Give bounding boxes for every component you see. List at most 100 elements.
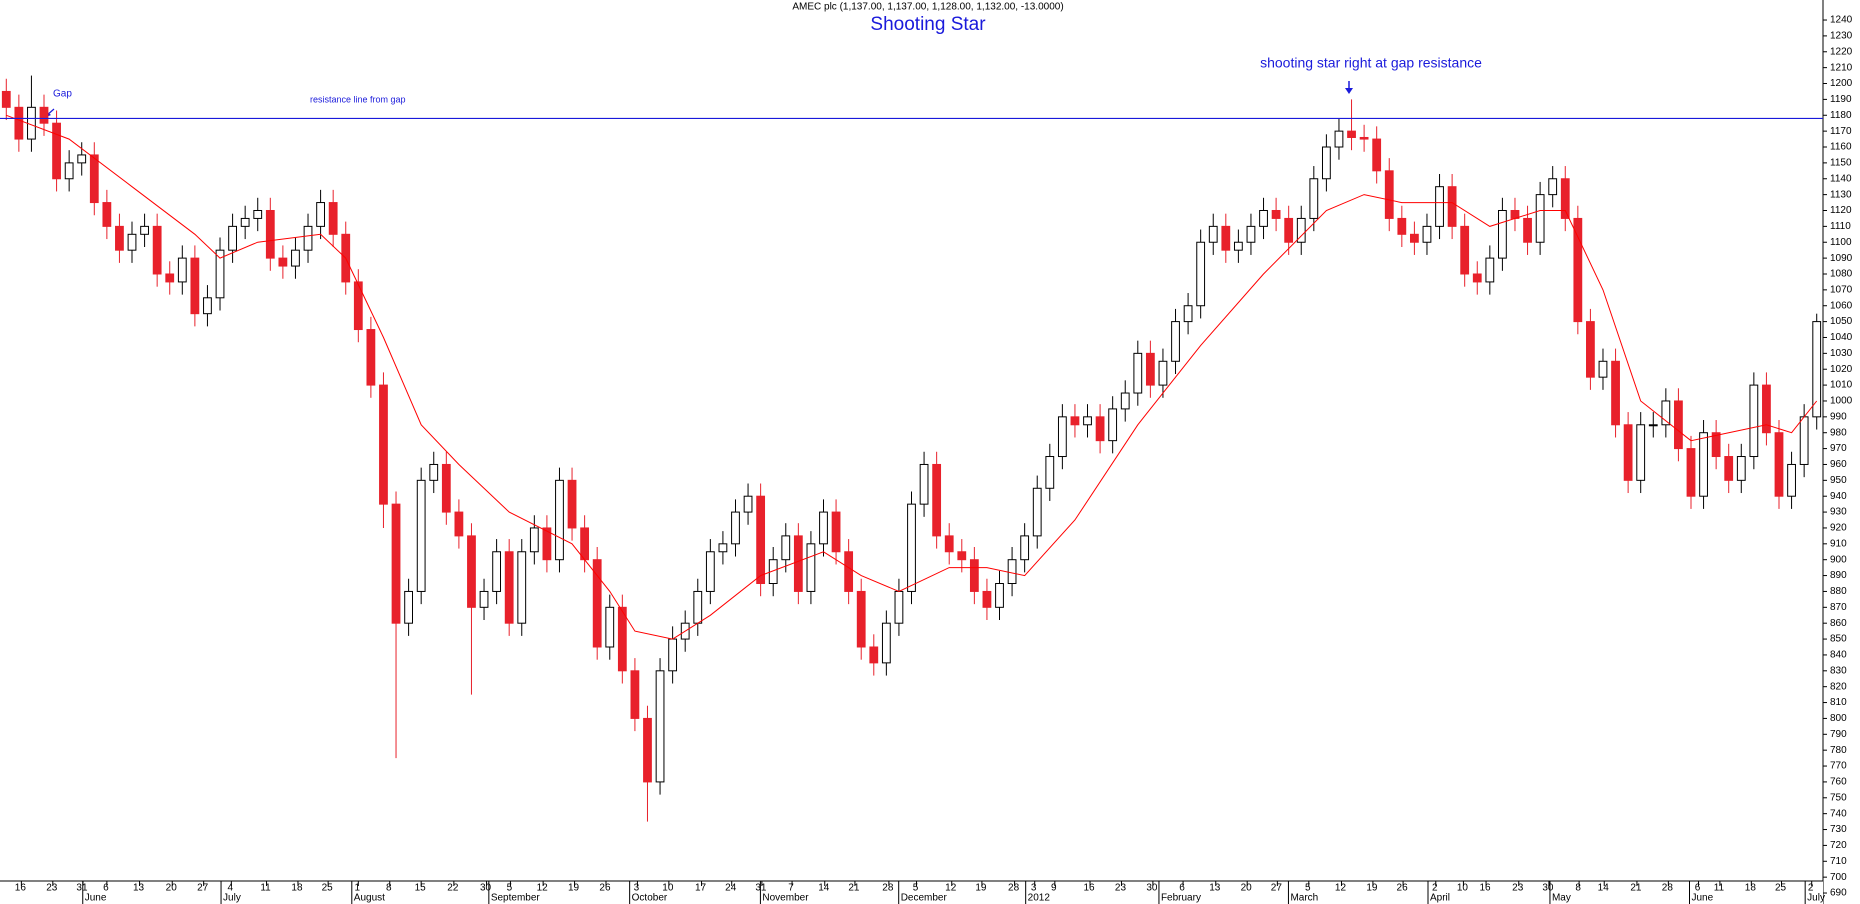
candle-body [504,551,514,624]
candle-body [366,329,376,386]
candle-body [1321,146,1331,180]
arrow-head [1345,88,1353,94]
candle-body [668,638,678,672]
y-tick-label: 1160 [1830,142,1852,153]
candle-body [881,622,891,664]
candle-body [957,551,967,561]
candle-body [1812,321,1822,418]
x-tick-label: 2 [1432,883,1438,894]
candle-body [1636,424,1646,481]
candle-body [1309,178,1319,219]
x-tick-label: 30 [1146,883,1158,894]
x-tick-label: 25 [1775,883,1787,894]
candle-body [1221,225,1231,251]
y-tick-label: 1240 [1830,15,1853,26]
candle-body [1284,217,1294,243]
candle-body [1108,408,1118,442]
y-tick-label: 810 [1830,697,1847,708]
candle-body [693,590,703,624]
y-tick-label: 1130 [1830,189,1852,200]
x-tick-label: 26 [599,883,611,894]
candle-body [1271,209,1281,219]
candle-body [416,479,426,592]
month-label: February [1161,893,1201,904]
x-tick-label: 16 [1479,883,1491,894]
candle-body [705,551,715,592]
month-label: August [354,893,385,904]
y-tick-label: 910 [1830,538,1847,549]
candle-body [1133,352,1143,394]
y-tick-label: 1060 [1830,300,1853,311]
x-tick-label: 21 [848,883,860,894]
candle-body [177,257,187,283]
month-label: November [762,893,809,904]
annotation-arrows [44,81,1353,118]
x-tick-label: 23 [46,883,58,894]
candle-body [1498,209,1507,259]
candle-body [1674,400,1683,450]
x-tick-label: 13 [133,883,145,894]
x-tick-label: 18 [291,883,303,894]
candle-body [856,590,866,648]
candle-body [1686,448,1696,497]
candle-body [1762,384,1771,434]
candle-body [140,225,149,235]
x-tick-label: 23 [1512,883,1524,894]
candle-body [316,202,325,227]
x-tick-label: 8 [386,883,392,894]
candle-body [391,503,401,624]
y-tick-label: 1100 [1830,237,1852,248]
y-tick-label: 720 [1830,840,1847,851]
y-tick-label: 940 [1830,491,1847,502]
x-tick-label: 11 [260,883,271,894]
y-tick-label: 780 [1830,745,1847,756]
y-tick-label: 820 [1830,681,1847,692]
y-tick-label: 960 [1830,459,1847,470]
x-tick-label: 25 [322,883,334,894]
y-tick-label: 840 [1830,650,1847,661]
candle-body [39,106,49,124]
y-tick-label: 710 [1830,856,1847,867]
y-tick-label: 790 [1830,729,1847,740]
y-tick-label: 860 [1830,618,1847,629]
candle-body [1447,186,1457,227]
candle-body [102,202,112,227]
candle-body [806,543,816,592]
y-tick-label: 1050 [1830,316,1853,327]
candle-body [643,717,652,783]
candle-body [1171,321,1180,362]
candle-body [1736,456,1746,481]
month-label: March [1290,893,1318,904]
candle-body [756,495,766,585]
candle-body [831,511,841,553]
y-tick-label: 870 [1830,602,1847,613]
y-tick-label: 1150 [1830,158,1852,169]
y-tick-label: 880 [1830,586,1847,597]
x-tick-label: 3 [1031,883,1037,894]
x-tick-label: 30 [1542,883,1554,894]
y-tick-label: 1110 [1830,221,1851,232]
candle-body [655,670,665,783]
x-tick-label: 14 [1598,883,1610,894]
x-tick-label: 24 [725,883,737,894]
y-tick-label: 990 [1830,411,1847,422]
x-tick-label: 6 [1695,883,1701,894]
x-tick-label: 19 [568,883,580,894]
x-tick-label: 1 [355,883,361,894]
x-tick-label: 3 [634,883,640,894]
candle-body [1347,130,1356,138]
x-tick-label: 5 [1305,883,1311,894]
candle-body [1774,432,1784,497]
candle-body [27,106,36,140]
candle-body [605,606,615,648]
candle-body [52,122,61,180]
candle-body [1007,559,1017,585]
candle-body [454,511,464,537]
y-tick-label: 1120 [1830,205,1852,216]
month-label: December [901,893,948,904]
candle-body [253,209,263,219]
candle-body [265,209,275,259]
candle-body [1246,225,1256,243]
x-tick-label: 7 [788,883,794,894]
candle-body [592,559,602,648]
